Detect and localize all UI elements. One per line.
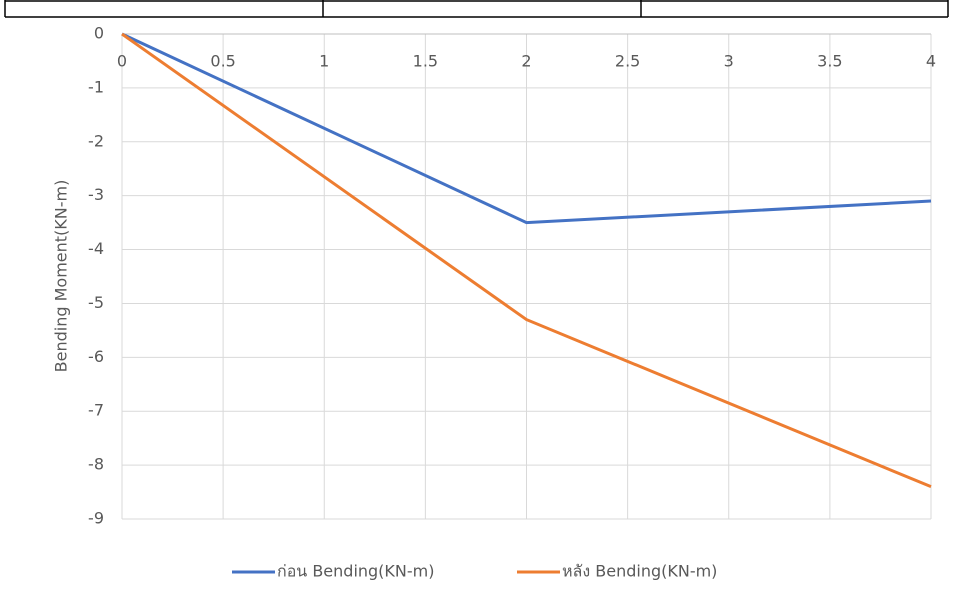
x-tick-label: 0 xyxy=(117,52,127,71)
table-frame xyxy=(4,0,949,18)
x-tick-label: 2.5 xyxy=(615,52,640,71)
y-tick-label: -6 xyxy=(88,347,104,366)
y-tick-label: -4 xyxy=(88,239,104,258)
x-tick-label: 3 xyxy=(724,52,734,71)
y-tick-label: -8 xyxy=(88,455,104,474)
series-line xyxy=(121,32,932,225)
legend-label: หลัง Bending(KN-m) xyxy=(562,562,717,581)
x-tick-label: 1.5 xyxy=(413,52,438,71)
x-tick-label: 2 xyxy=(521,52,531,71)
y-tick-label: -7 xyxy=(88,401,104,420)
y-tick-label: -2 xyxy=(88,131,104,150)
x-tick-label: 3.5 xyxy=(817,52,842,71)
legend-label: ก่อน Bending(KN-m) xyxy=(277,562,434,581)
y-tick-label: 0 xyxy=(94,24,104,43)
series-line xyxy=(121,32,932,489)
x-tick-label: 1 xyxy=(319,52,329,71)
y-tick-label: -3 xyxy=(88,185,104,204)
y-tick-label: -9 xyxy=(88,509,104,528)
x-tick-label: 4 xyxy=(926,52,936,71)
y-axis-label: Bending Moment(KN-m) xyxy=(52,180,71,373)
y-tick-label: -5 xyxy=(88,293,104,312)
x-tick-label: 0.5 xyxy=(210,52,235,71)
y-tick-label: -1 xyxy=(88,77,104,96)
